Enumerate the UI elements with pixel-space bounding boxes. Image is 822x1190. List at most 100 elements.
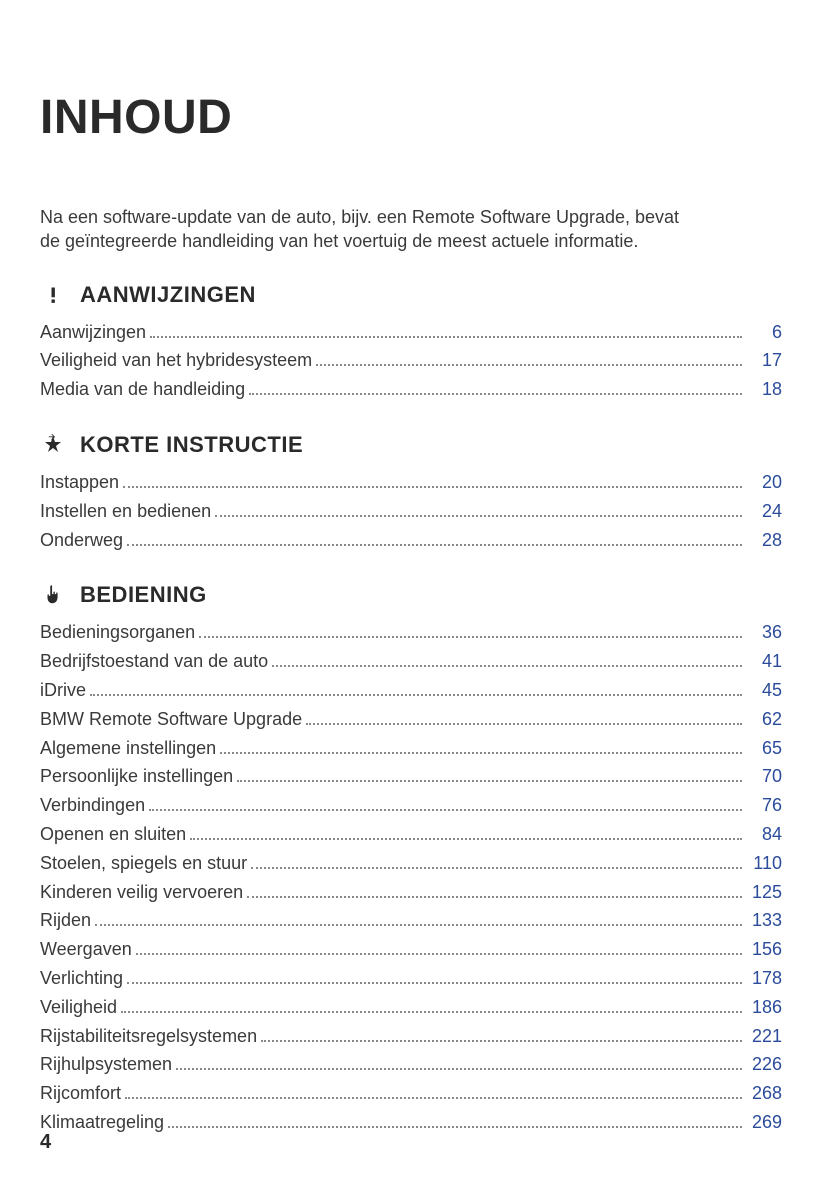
- toc-dots: [121, 1011, 742, 1013]
- toc-row[interactable]: Rijhulpsystemen 226: [40, 1050, 782, 1079]
- toc-row[interactable]: Verlichting 178: [40, 964, 782, 993]
- toc-label: BMW Remote Software Upgrade: [40, 705, 302, 734]
- toc-page-number[interactable]: 65: [748, 734, 782, 763]
- toc-page-number[interactable]: 45: [748, 676, 782, 705]
- toc-row[interactable]: BMW Remote Software Upgrade 62: [40, 705, 782, 734]
- toc-row[interactable]: Veiligheid 186: [40, 993, 782, 1022]
- toc-label: Bedieningsorganen: [40, 618, 195, 647]
- toc-row[interactable]: Media van de handleiding 18: [40, 375, 782, 404]
- toc-label: Persoonlijke instellingen: [40, 762, 233, 791]
- toc-label: Rijcomfort: [40, 1079, 121, 1108]
- toc-page-number[interactable]: 6: [748, 318, 782, 347]
- toc-row[interactable]: Bedieningsorganen 36: [40, 618, 782, 647]
- toc-label: Bedrijfstoestand van de auto: [40, 647, 268, 676]
- toc-section: AANWIJZINGENAanwijzingen6Veiligheid van …: [40, 282, 782, 404]
- toc-dots: [215, 515, 742, 517]
- toc-dots: [251, 867, 742, 869]
- toc-dots: [123, 486, 742, 488]
- toc-page-number[interactable]: 156: [748, 935, 782, 964]
- toc-dots: [249, 393, 742, 395]
- toc-dots: [190, 838, 742, 840]
- toc-label: Veiligheid van het hybridesysteem: [40, 346, 312, 375]
- toc-row[interactable]: Rijcomfort 268: [40, 1079, 782, 1108]
- toc-label: Veiligheid: [40, 993, 117, 1022]
- toc-row[interactable]: Onderweg 28: [40, 526, 782, 555]
- toc-dots: [237, 780, 742, 782]
- toc-row[interactable]: Rijden 133: [40, 906, 782, 935]
- toc-dots: [199, 636, 742, 638]
- toc-row[interactable]: Bedrijfstoestand van de auto 41: [40, 647, 782, 676]
- hand-pointer-icon: [42, 583, 64, 607]
- toc-label: Openen en sluiten: [40, 820, 186, 849]
- toc-label: Klimaatregeling: [40, 1108, 164, 1137]
- toc-dots: [136, 953, 742, 955]
- toc-page-number[interactable]: 28: [748, 526, 782, 555]
- toc-dots: [247, 896, 742, 898]
- toc-page-number[interactable]: 178: [748, 964, 782, 993]
- toc-dots: [306, 723, 742, 725]
- toc-page-number[interactable]: 226: [748, 1050, 782, 1079]
- toc-row[interactable]: Persoonlijke instellingen 70: [40, 762, 782, 791]
- toc-dots: [272, 665, 742, 667]
- toc-label: Weergaven: [40, 935, 132, 964]
- exclamation-icon: [44, 284, 62, 306]
- section-title: AANWIJZINGEN: [80, 282, 256, 308]
- toc-label: Algemene instellingen: [40, 734, 216, 763]
- toc-row[interactable]: Algemene instellingen 65: [40, 734, 782, 763]
- star-arrow-icon: [41, 433, 65, 457]
- toc-dots: [168, 1126, 742, 1128]
- toc-row[interactable]: Klimaatregeling 269: [40, 1108, 782, 1137]
- toc-dots: [90, 694, 742, 696]
- toc-page-number[interactable]: 70: [748, 762, 782, 791]
- section-title: KORTE INSTRUCTIE: [80, 432, 303, 458]
- toc-row[interactable]: Verbindingen76: [40, 791, 782, 820]
- toc-row[interactable]: Openen en sluiten 84: [40, 820, 782, 849]
- toc-row[interactable]: Instappen20: [40, 468, 782, 497]
- toc-page-number[interactable]: 133: [748, 906, 782, 935]
- toc-page-number[interactable]: 24: [748, 497, 782, 526]
- toc-dots: [127, 544, 742, 546]
- toc-row[interactable]: Rijstabiliteitsregelsystemen221: [40, 1022, 782, 1051]
- toc-label: Rijhulpsystemen: [40, 1050, 172, 1079]
- toc-page-number[interactable]: 221: [748, 1022, 782, 1051]
- toc-row[interactable]: iDrive 45: [40, 676, 782, 705]
- toc-row[interactable]: Veiligheid van het hybridesysteem 17: [40, 346, 782, 375]
- toc-page-number[interactable]: 269: [748, 1108, 782, 1137]
- toc-page-number[interactable]: 62: [748, 705, 782, 734]
- toc-page-number[interactable]: 36: [748, 618, 782, 647]
- toc-page-number[interactable]: 20: [748, 468, 782, 497]
- toc-dots: [261, 1040, 742, 1042]
- toc-row[interactable]: Instellen en bedienen24: [40, 497, 782, 526]
- toc-section: BEDIENINGBedieningsorganen36Bedrijfstoes…: [40, 582, 782, 1136]
- toc-row[interactable]: Aanwijzingen 6: [40, 318, 782, 347]
- toc-label: Aanwijzingen: [40, 318, 146, 347]
- toc-dots: [316, 364, 742, 366]
- toc-label: Rijden: [40, 906, 91, 935]
- hand-pointer-icon: [40, 582, 66, 608]
- toc-dots: [149, 809, 742, 811]
- toc-label: Onderweg: [40, 526, 123, 555]
- toc-page-number[interactable]: 268: [748, 1079, 782, 1108]
- toc-page-number[interactable]: 18: [748, 375, 782, 404]
- toc-row[interactable]: Weergaven 156: [40, 935, 782, 964]
- toc-page-number[interactable]: 125: [748, 878, 782, 907]
- toc-page-number[interactable]: 17: [748, 346, 782, 375]
- toc-label: Media van de handleiding: [40, 375, 245, 404]
- toc-page-number[interactable]: 186: [748, 993, 782, 1022]
- section-header: AANWIJZINGEN: [40, 282, 782, 308]
- section-header: BEDIENING: [40, 582, 782, 608]
- toc-label: iDrive: [40, 676, 86, 705]
- toc-row[interactable]: Kinderen veilig vervoeren125: [40, 878, 782, 907]
- toc-dots: [127, 982, 742, 984]
- toc-row[interactable]: Stoelen, spiegels en stuur110: [40, 849, 782, 878]
- section-title: BEDIENING: [80, 582, 207, 608]
- toc-page-number[interactable]: 110: [748, 849, 782, 878]
- toc-page-number[interactable]: 84: [748, 820, 782, 849]
- toc-section: KORTE INSTRUCTIE Instappen20Instellen en …: [40, 432, 782, 554]
- star-arrow-icon: [40, 432, 66, 458]
- toc-dots: [95, 924, 742, 926]
- toc-dots: [220, 752, 742, 754]
- toc-page-number[interactable]: 41: [748, 647, 782, 676]
- toc-label: Verlichting: [40, 964, 123, 993]
- toc-page-number[interactable]: 76: [748, 791, 782, 820]
